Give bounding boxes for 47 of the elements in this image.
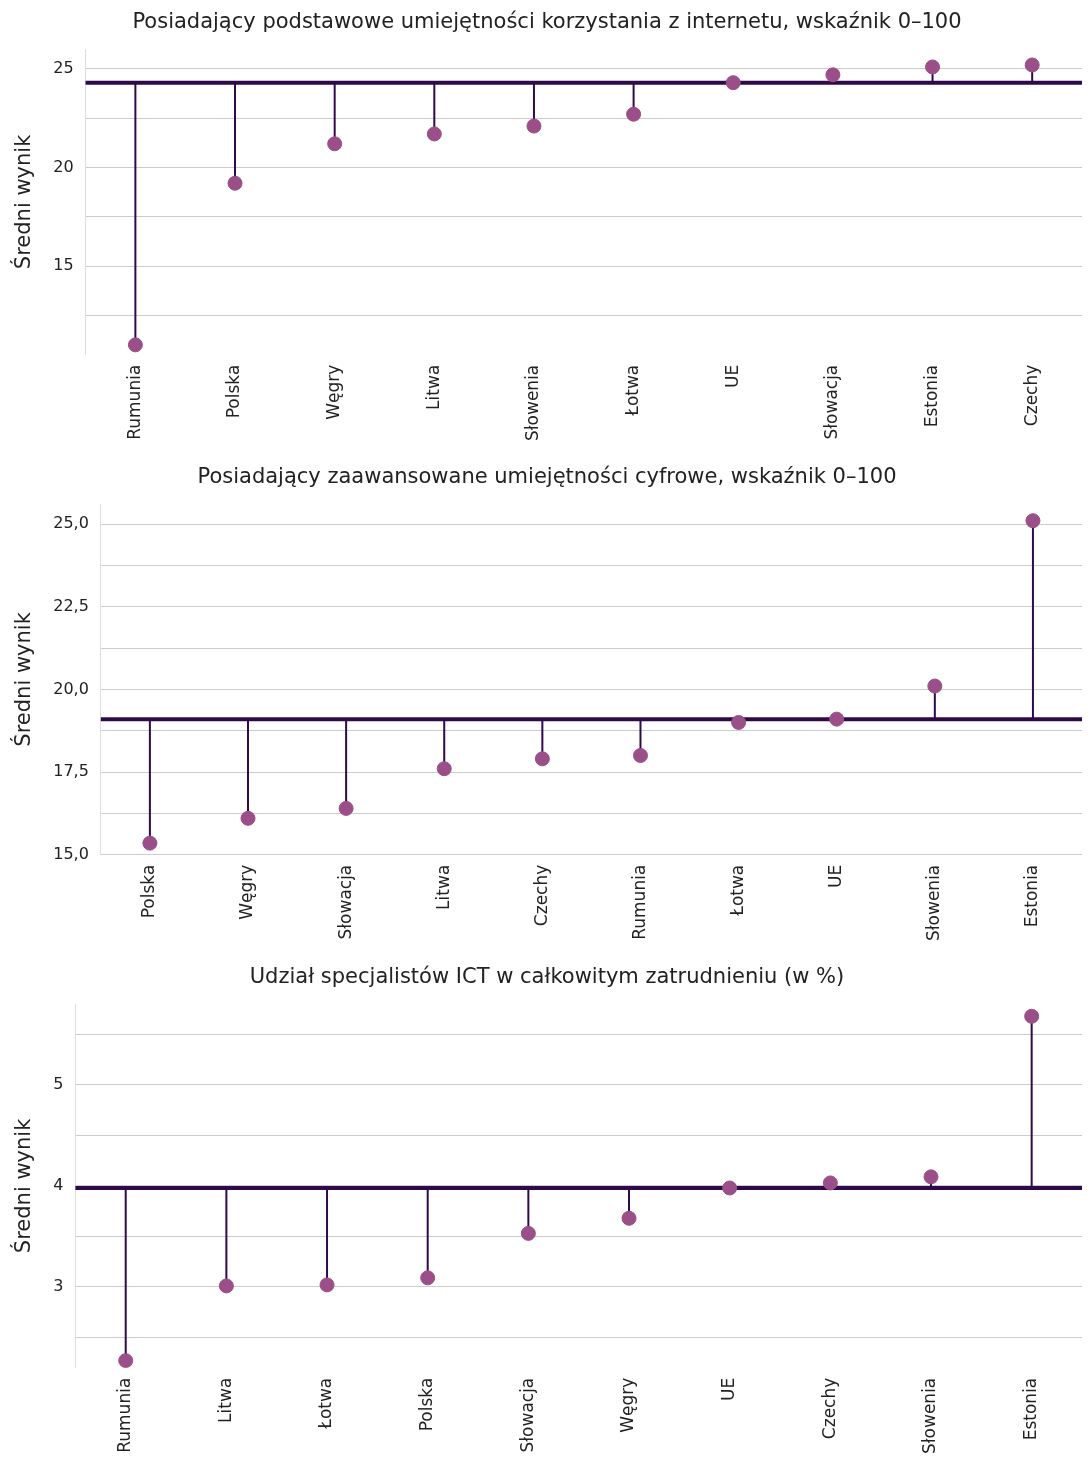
y-tick-label: 3 [53, 1276, 64, 1296]
x-tick-label: Łotwa [622, 364, 643, 417]
x-tick-label: Czechy [818, 1377, 839, 1440]
y-tick-label: 4 [53, 1175, 64, 1195]
x-tick-label: Słowenia [919, 1377, 940, 1455]
x-tick-label: Estonia [920, 364, 941, 428]
x-tick-label: Rumunia [123, 364, 144, 440]
x-tick-label: Słowacja [334, 864, 355, 940]
chart-title: Posiadający podstawowe umiejętności korzystania z internetu, wskaźnik 0–100 [132, 9, 962, 34]
x-tick-label: Estonia [1020, 1377, 1041, 1441]
y-tick-label: 25 [53, 58, 74, 78]
x-tick-label: Czechy [1020, 364, 1041, 427]
x-tick-label: Litwa [422, 364, 443, 410]
x-tick-label: Węgry [236, 864, 257, 920]
x-tick-label: UE [718, 1377, 739, 1401]
y-tick-label: 15 [53, 255, 74, 275]
x-tick-label: Rumunia [114, 1377, 135, 1453]
x-tick-label: Słowacja [516, 1377, 537, 1453]
x-tick-label: Litwa [214, 1377, 235, 1423]
y-axis-title: Średni wynik [10, 133, 36, 270]
chart-title: Posiadający zaawansowane umiejętności cyfrowe, wskaźnik 0–100 [197, 464, 897, 489]
x-tick-label: Łotwa [727, 864, 748, 917]
x-tick-label: Węgry [617, 1377, 638, 1433]
x-tick-label: Polska [416, 1377, 437, 1432]
x-tick-label: Słowenia [923, 864, 944, 942]
x-tick-label: Polska [223, 364, 244, 419]
y-tick-label: 20 [53, 156, 74, 176]
y-tick-label: 25,0 [53, 513, 89, 533]
x-tick-label: Słowenia [522, 364, 543, 442]
x-tick-label: Węgry [323, 364, 344, 420]
y-tick-label: 22,5 [53, 595, 89, 615]
x-tick-label: Polska [138, 864, 159, 919]
y-axis-title: Średni wynik [10, 1117, 36, 1254]
x-tick-label: Słowacja [821, 364, 842, 440]
chart-title: Udział specjalistów ICT w całkowitym zatrudnieniu (w %) [249, 964, 845, 989]
x-tick-label: Czechy [530, 864, 551, 927]
x-tick-label: Estonia [1021, 864, 1042, 928]
x-tick-label: UE [825, 864, 846, 888]
y-tick-label: 15,0 [53, 843, 89, 863]
y-tick-label: 17,5 [53, 761, 89, 781]
y-tick-label: 20,0 [53, 678, 89, 698]
y-axis-title: Średni wynik [10, 611, 36, 747]
y-tick-label: 5 [53, 1074, 64, 1094]
x-tick-label: Rumunia [628, 864, 649, 940]
x-tick-label: Litwa [432, 864, 453, 910]
x-tick-label: UE [721, 364, 742, 388]
x-tick-label: Łotwa [315, 1377, 336, 1430]
